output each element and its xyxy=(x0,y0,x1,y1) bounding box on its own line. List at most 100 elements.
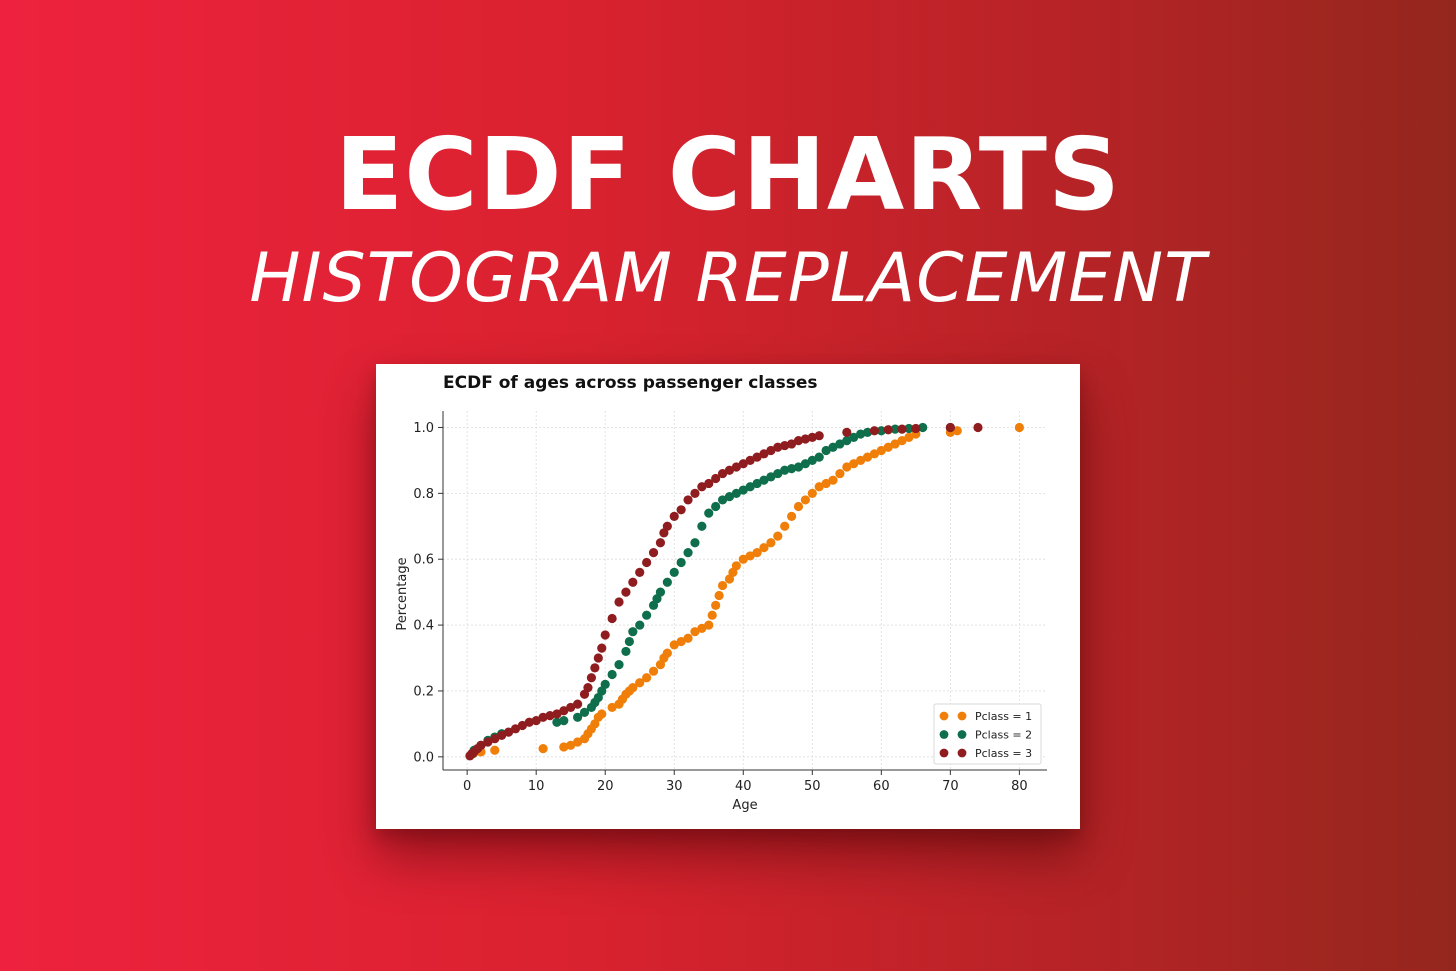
data-point xyxy=(738,485,748,495)
data-point xyxy=(676,636,686,647)
x-tick-label: 0 xyxy=(463,779,471,794)
data-point xyxy=(607,613,617,624)
data-point xyxy=(690,627,700,637)
data-point xyxy=(642,557,652,568)
data-point xyxy=(600,679,610,689)
banner-subtitle: HISTOGRAM REPLACEMENT xyxy=(249,239,1207,318)
data-point xyxy=(483,737,493,747)
data-point xyxy=(538,743,548,754)
data-point xyxy=(476,740,486,750)
data-point xyxy=(752,452,762,462)
data-point xyxy=(731,488,741,498)
legend-marker xyxy=(957,711,967,721)
data-point xyxy=(883,442,893,452)
data-point xyxy=(717,495,728,505)
data-point xyxy=(807,455,817,466)
data-point xyxy=(538,712,548,722)
data-point xyxy=(897,436,907,446)
data-point xyxy=(835,468,845,479)
data-point xyxy=(842,427,852,438)
data-point xyxy=(738,554,748,564)
data-point xyxy=(773,468,783,479)
y-tick-label: 0.4 xyxy=(413,619,434,634)
series-3-points xyxy=(465,422,983,761)
data-point xyxy=(1014,422,1024,433)
data-point xyxy=(752,478,762,489)
data-point xyxy=(607,702,617,713)
data-point xyxy=(752,548,762,558)
data-point xyxy=(876,445,886,456)
data-point xyxy=(624,636,634,647)
data-point xyxy=(510,724,521,734)
data-point xyxy=(911,423,921,434)
data-point xyxy=(552,717,562,727)
data-point xyxy=(800,459,810,469)
data-point xyxy=(597,643,607,653)
data-point xyxy=(952,426,962,436)
data-point xyxy=(697,521,707,531)
data-point xyxy=(586,673,597,683)
legend-marker xyxy=(957,730,967,739)
data-point xyxy=(786,464,797,474)
data-point xyxy=(717,468,728,479)
data-point xyxy=(559,706,569,716)
data-point xyxy=(766,538,776,548)
data-point xyxy=(662,648,672,658)
data-point xyxy=(669,511,679,521)
data-point xyxy=(697,482,707,492)
chart-axes: 0 10 20 30 40 50 60 70 80 0.0 0.2 0.4 0.6 0.8 1.0 xyxy=(413,411,1047,794)
data-point xyxy=(849,432,859,442)
data-point xyxy=(573,699,583,709)
data-point xyxy=(711,473,721,484)
data-point xyxy=(690,488,700,498)
data-point xyxy=(711,600,721,610)
data-point xyxy=(669,567,679,577)
data-point xyxy=(828,442,838,452)
data-point xyxy=(697,623,707,633)
data-point xyxy=(793,501,804,512)
data-point xyxy=(807,432,817,442)
data-point xyxy=(780,440,790,451)
chart-points xyxy=(465,422,1024,761)
data-point xyxy=(662,577,672,587)
data-point xyxy=(714,590,724,601)
data-point xyxy=(593,653,603,663)
data-point xyxy=(676,557,686,568)
data-point xyxy=(904,423,914,434)
data-point xyxy=(607,669,617,680)
data-point xyxy=(793,436,804,446)
data-point xyxy=(579,707,590,717)
data-point xyxy=(821,445,831,456)
data-point xyxy=(704,508,714,518)
data-point xyxy=(635,620,645,630)
data-point xyxy=(635,567,645,577)
legend-marker xyxy=(939,730,949,739)
x-tick-label: 20 xyxy=(597,779,614,794)
data-point xyxy=(628,683,638,693)
data-point xyxy=(490,734,500,744)
data-point xyxy=(856,455,866,466)
x-axis-label: Age xyxy=(732,798,757,813)
y-tick-label: 0.6 xyxy=(413,553,434,568)
data-point xyxy=(590,663,600,673)
data-point xyxy=(531,715,541,726)
data-point xyxy=(690,538,700,548)
data-point xyxy=(780,465,790,475)
x-tick-label: 80 xyxy=(1011,779,1028,794)
legend-marker xyxy=(939,748,949,758)
data-point xyxy=(849,459,859,469)
data-point xyxy=(738,459,748,469)
data-point xyxy=(628,577,638,587)
data-point xyxy=(503,727,514,737)
data-point xyxy=(835,439,845,449)
data-point xyxy=(648,548,659,558)
data-point xyxy=(600,630,610,640)
y-axis-label: Percentage xyxy=(395,557,410,630)
data-point xyxy=(704,620,714,630)
data-point xyxy=(566,702,576,713)
data-point xyxy=(642,610,652,620)
data-point xyxy=(683,495,693,505)
data-point xyxy=(621,587,631,597)
data-point xyxy=(717,580,728,591)
data-point xyxy=(918,422,928,433)
